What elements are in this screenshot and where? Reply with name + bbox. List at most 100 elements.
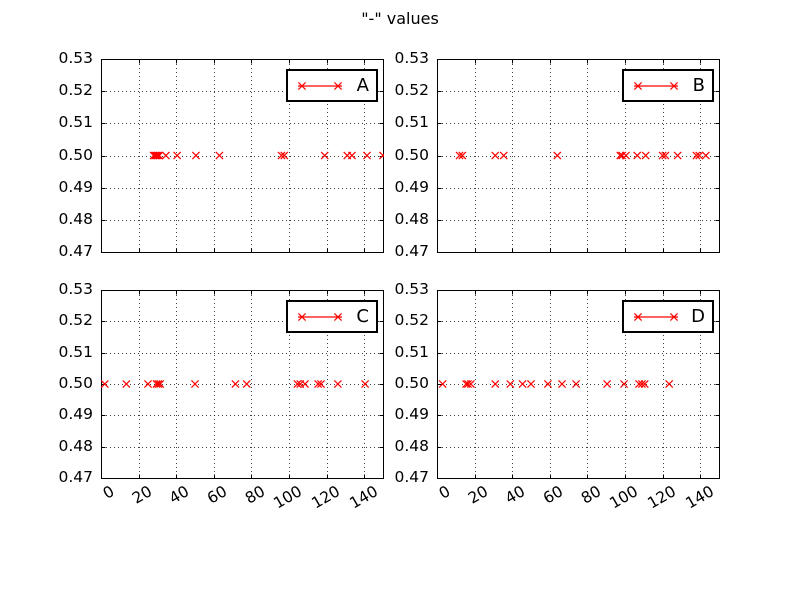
data-point-marker xyxy=(161,151,170,160)
data-point-marker xyxy=(173,151,182,160)
data-point-marker xyxy=(618,151,627,160)
y-tick-label: 0.51 xyxy=(58,342,93,361)
y-tick-label: 0.53 xyxy=(58,49,93,67)
y-tick-label: 0.47 xyxy=(394,242,429,260)
data-point-marker xyxy=(438,379,447,389)
data-point-marker xyxy=(293,379,302,389)
legend-line-sample-icon xyxy=(297,81,343,90)
data-point-marker xyxy=(101,379,109,389)
y-tick-label: 0.48 xyxy=(394,436,429,455)
x-tick-label: 20 xyxy=(465,482,492,508)
y-tick-label: 0.49 xyxy=(58,177,93,196)
data-point-marker xyxy=(692,151,701,160)
y-tick-label: 0.48 xyxy=(58,436,93,455)
x-tick-label: 80 xyxy=(577,482,604,508)
y-tick-label: 0.47 xyxy=(58,468,93,486)
data-point-marker xyxy=(122,379,131,389)
figure-title: "-" values xyxy=(361,9,439,28)
y-tick-label: 0.53 xyxy=(394,280,429,298)
data-point-marker xyxy=(152,379,161,389)
y-tick-label: 0.51 xyxy=(394,342,429,361)
y-tick-label: 0.50 xyxy=(58,374,93,392)
y-tick-label: 0.48 xyxy=(58,209,93,228)
x-tick-label: 80 xyxy=(241,482,268,508)
x-tick-label: 120 xyxy=(644,482,680,513)
data-point-marker xyxy=(152,151,161,160)
data-point-marker xyxy=(155,151,164,160)
data-point-marker xyxy=(361,379,370,389)
x-tick-label: 100 xyxy=(270,482,306,513)
subplot-B-plot-area xyxy=(437,59,720,253)
y-tick-label: 0.52 xyxy=(394,81,429,100)
x-tick-label: 100 xyxy=(606,482,642,513)
data-point-marker xyxy=(543,379,552,389)
data-point-marker xyxy=(637,379,646,389)
y-tick-label: 0.52 xyxy=(58,81,93,100)
legend-line-sample-icon xyxy=(633,312,679,321)
y-tick-label: 0.52 xyxy=(394,311,429,330)
y-tick-label: 0.47 xyxy=(394,468,429,486)
data-point-marker xyxy=(557,379,567,389)
data-point-marker xyxy=(621,151,630,160)
data-point-marker xyxy=(620,379,629,389)
x-tick-label: 60 xyxy=(204,482,231,508)
legend-line-sample-icon xyxy=(297,312,343,321)
data-point-marker xyxy=(658,151,667,160)
data-point-marker xyxy=(316,379,325,389)
data-point-marker xyxy=(154,379,163,389)
subplot-D-plot-area xyxy=(437,290,720,479)
legend-label: B xyxy=(692,74,705,96)
y-tick-label: 0.50 xyxy=(58,145,93,164)
data-point-marker xyxy=(633,151,642,160)
data-point-marker xyxy=(701,151,710,160)
data-point-marker xyxy=(242,379,251,389)
y-tick-label: 0.48 xyxy=(394,209,429,228)
x-tick-label: 20 xyxy=(129,482,156,508)
data-point-marker xyxy=(491,379,500,389)
legend-label: D xyxy=(691,305,705,327)
data-point-marker xyxy=(280,151,289,160)
subplot-C-plot-area xyxy=(101,290,384,479)
data-point-marker xyxy=(333,379,342,389)
data-point-marker xyxy=(572,379,581,389)
legend-C: C xyxy=(286,300,378,333)
data-point-marker xyxy=(156,379,165,389)
data-point-marker xyxy=(518,379,527,389)
y-tick-label: 0.52 xyxy=(58,311,93,330)
data-point-marker xyxy=(640,379,649,389)
y-tick-label: 0.51 xyxy=(58,113,93,132)
x-tick-label: 40 xyxy=(166,482,193,508)
data-point-marker xyxy=(458,151,467,160)
subplot-A-plot-area xyxy=(101,59,384,253)
data-point-marker xyxy=(499,151,508,160)
x-tick-label: 0 xyxy=(435,482,454,503)
y-tick-label: 0.51 xyxy=(394,113,429,132)
data-point-marker xyxy=(603,379,612,389)
y-tick-label: 0.53 xyxy=(394,49,429,67)
x-tick-label: 140 xyxy=(346,482,381,513)
data-point-marker xyxy=(300,379,310,389)
y-tick-label: 0.50 xyxy=(394,374,429,392)
data-point-marker xyxy=(190,379,200,389)
y-tick-label: 0.47 xyxy=(58,242,93,260)
data-point-marker xyxy=(455,151,464,160)
data-point-marker xyxy=(362,151,372,160)
data-point-marker xyxy=(143,379,153,389)
data-point-marker xyxy=(277,151,286,160)
data-point-marker xyxy=(641,151,650,160)
legend-label: C xyxy=(356,305,369,327)
x-tick-label: 0 xyxy=(99,482,118,503)
legend-label: A xyxy=(356,74,369,96)
data-point-marker xyxy=(673,151,682,160)
y-tick-label: 0.50 xyxy=(394,145,429,164)
data-point-marker xyxy=(665,379,674,389)
data-point-marker xyxy=(320,151,329,160)
data-point-marker xyxy=(215,151,224,160)
x-tick-label: 140 xyxy=(682,482,717,513)
data-point-marker xyxy=(695,151,704,160)
data-point-marker xyxy=(506,379,515,389)
legend-line-sample-icon xyxy=(633,81,679,90)
x-tick-label: 40 xyxy=(502,482,529,508)
data-point-marker xyxy=(526,379,536,389)
